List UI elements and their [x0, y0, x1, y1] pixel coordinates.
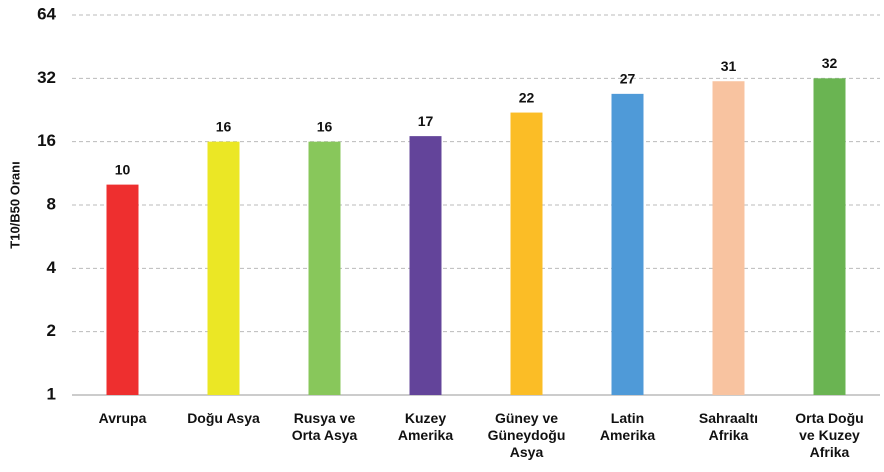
- y-tick-label: 64: [37, 4, 56, 23]
- y-tick-label: 4: [47, 258, 57, 277]
- data-label: 32: [822, 55, 838, 71]
- y-tick-label: 8: [47, 194, 56, 213]
- data-label: 17: [418, 113, 434, 129]
- data-label: 31: [721, 58, 737, 74]
- data-label: 16: [317, 118, 333, 134]
- bar: [207, 141, 240, 395]
- y-tick-label: 2: [47, 321, 56, 340]
- data-label: 16: [216, 118, 232, 134]
- data-label: 22: [519, 89, 535, 105]
- x-tick-label: Sahraaltı Afrika: [698, 410, 759, 443]
- x-tick-label: Güney ve Güneydoğu Asya: [487, 410, 566, 460]
- x-tick-label: Latin Amerika: [599, 410, 656, 443]
- y-axis-label: T10/B50 Oranı: [7, 161, 22, 248]
- y-tick-label: 1: [47, 384, 56, 403]
- bar: [813, 78, 846, 395]
- x-tick-label: Orta Doğu ve Kuzey Afrika: [795, 410, 864, 460]
- data-label: 10: [115, 161, 131, 177]
- x-tick-label: Doğu Asya: [187, 410, 260, 426]
- x-tick-label: Kuzey Amerika: [397, 410, 454, 443]
- bar: [712, 81, 745, 396]
- bar: [409, 136, 442, 395]
- y-tick-label: 16: [37, 131, 56, 150]
- y-tick-label: 32: [37, 68, 56, 87]
- bar: [106, 184, 139, 395]
- bar: [308, 141, 341, 395]
- bar: [611, 93, 644, 396]
- data-label: 27: [620, 71, 636, 87]
- x-tick-label: Avrupa: [98, 410, 147, 426]
- bar: [510, 112, 543, 395]
- x-tick-label: Rusya ve Orta Asya: [291, 410, 358, 443]
